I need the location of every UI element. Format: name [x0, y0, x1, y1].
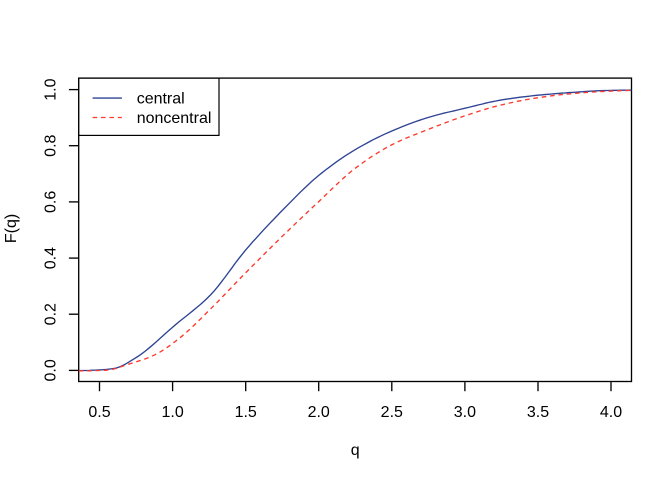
svg-text:0.0: 0.0	[42, 359, 59, 381]
svg-text:noncentral: noncentral	[137, 110, 212, 127]
svg-text:central: central	[137, 90, 185, 107]
svg-text:0.6: 0.6	[42, 191, 59, 213]
svg-text:q: q	[351, 442, 360, 459]
svg-text:4.0: 4.0	[600, 404, 622, 421]
svg-text:0.4: 0.4	[42, 247, 59, 269]
svg-text:1.0: 1.0	[161, 404, 183, 421]
svg-text:0.8: 0.8	[42, 134, 59, 156]
svg-text:2.5: 2.5	[381, 404, 403, 421]
svg-text:2.0: 2.0	[308, 404, 330, 421]
svg-text:1.5: 1.5	[235, 404, 257, 421]
svg-text:3.5: 3.5	[527, 404, 549, 421]
svg-text:0.5: 0.5	[88, 404, 110, 421]
svg-text:F(q): F(q)	[3, 214, 20, 243]
svg-text:0.2: 0.2	[42, 303, 59, 325]
svg-text:3.0: 3.0	[454, 404, 476, 421]
svg-text:1.0: 1.0	[42, 78, 59, 100]
